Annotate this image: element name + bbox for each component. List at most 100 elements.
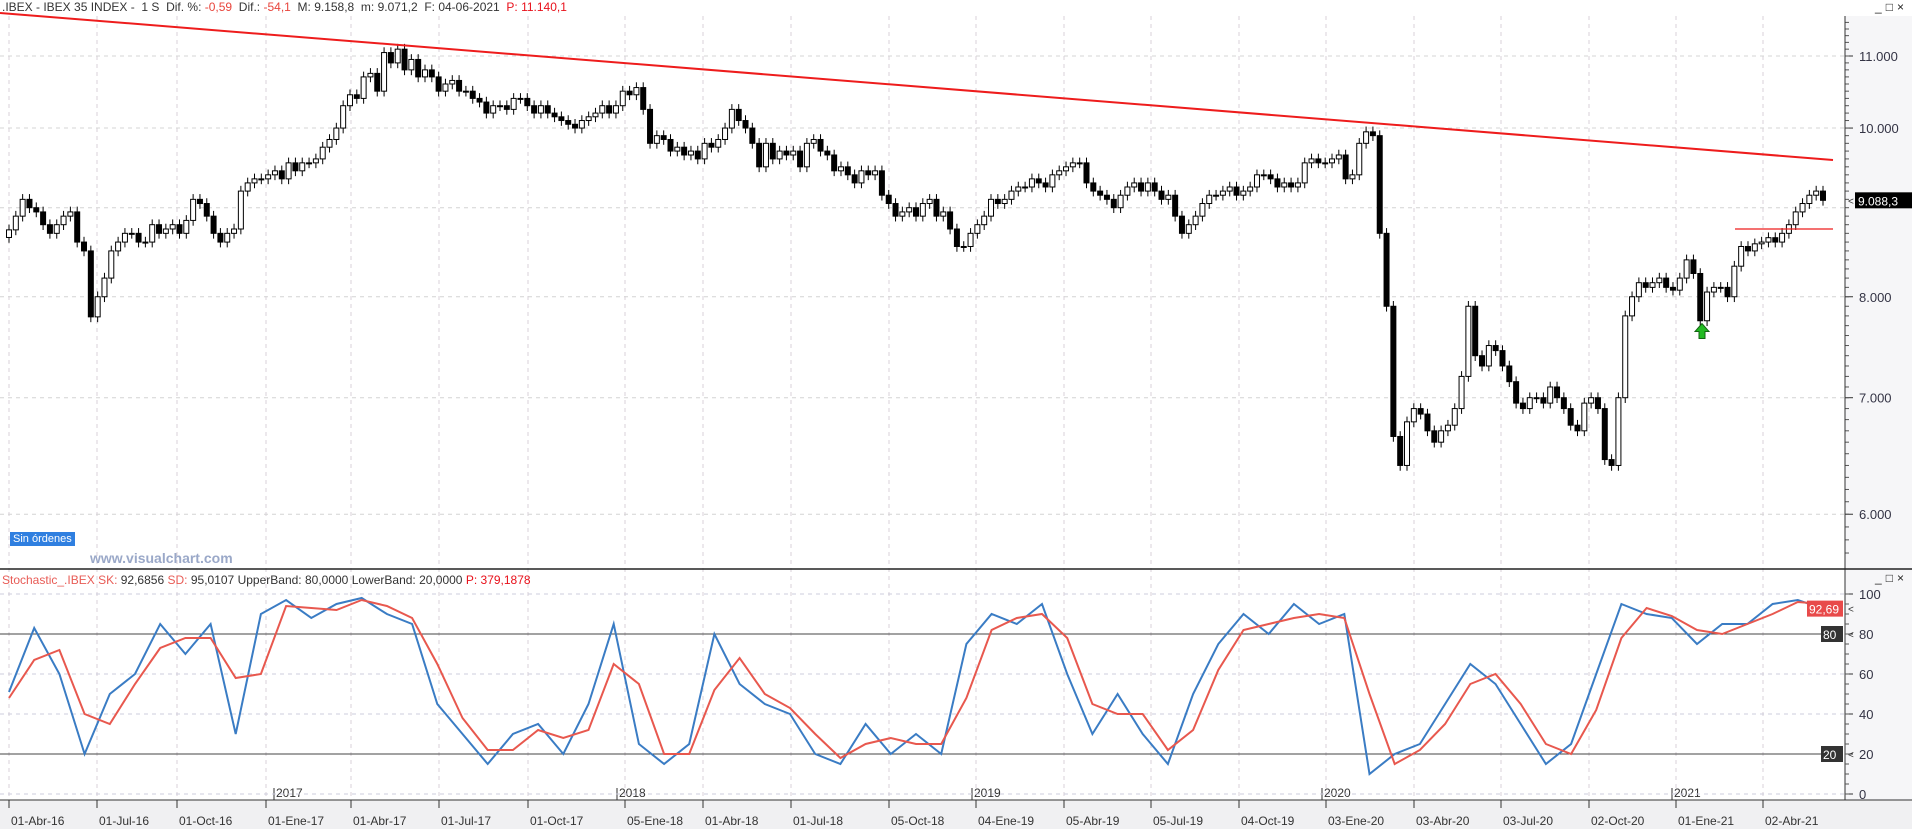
candle-body — [224, 232, 231, 243]
candle — [865, 165, 872, 181]
candle — [1131, 177, 1138, 193]
maximize-button[interactable]: □ — [1885, 571, 1897, 585]
candle-body — [1744, 245, 1751, 252]
close-button[interactable]: × — [1896, 0, 1908, 14]
candle — [278, 165, 285, 185]
candle — [960, 241, 967, 252]
candle — [387, 47, 394, 69]
candle — [1492, 340, 1499, 356]
candle — [1008, 185, 1015, 205]
upper-band-tag: 80 — [1823, 628, 1837, 642]
candle — [1717, 282, 1724, 293]
minimize-button[interactable]: _ — [1875, 571, 1886, 585]
candle — [60, 210, 67, 231]
candle-body — [1560, 397, 1567, 410]
candle — [1581, 397, 1588, 437]
candle — [681, 141, 688, 161]
close-button[interactable]: × — [1896, 571, 1908, 585]
candle — [46, 219, 53, 239]
candle — [449, 75, 456, 90]
candle — [1083, 157, 1090, 189]
candle — [285, 157, 292, 185]
candle — [810, 134, 817, 149]
candle-body — [687, 150, 694, 156]
candle — [1533, 392, 1540, 404]
y-tick-label: 11.000 — [1859, 49, 1898, 64]
candle-body — [1069, 162, 1076, 168]
candle-body — [1028, 178, 1035, 188]
candle-body — [1158, 190, 1165, 200]
candle — [1410, 403, 1417, 428]
candle — [319, 141, 326, 165]
candle-body — [572, 123, 579, 129]
candle-body — [1042, 182, 1049, 188]
candle — [121, 228, 128, 248]
candle — [360, 71, 367, 104]
candle — [940, 206, 947, 222]
minimize-button[interactable]: _ — [1875, 0, 1886, 14]
candle — [128, 228, 135, 239]
candle-body — [1519, 402, 1526, 410]
candle — [776, 145, 783, 165]
candle-body — [149, 224, 156, 243]
candle — [271, 165, 278, 181]
candle — [421, 64, 428, 83]
candle-body — [565, 120, 572, 125]
candle — [633, 82, 640, 101]
candle — [115, 236, 122, 257]
candle-body — [1308, 158, 1315, 164]
candle-body — [353, 94, 360, 99]
candle — [913, 202, 919, 222]
candle-body — [1717, 286, 1724, 289]
x-tick-label: 05-Oct-18 — [891, 814, 945, 828]
candle — [1158, 185, 1165, 205]
candle — [906, 202, 913, 218]
stoch-y-tick-label: 0 — [1859, 787, 1866, 802]
candle — [483, 96, 490, 119]
candle — [988, 194, 995, 222]
candle-body — [878, 170, 885, 196]
candle-body — [156, 224, 163, 234]
candle — [797, 145, 804, 173]
price-chart-header: .IBEX - IBEX 35 INDEX - 1 S Dif. %: -0,5… — [0, 0, 567, 16]
candle — [1063, 161, 1070, 177]
candle-body — [735, 108, 742, 122]
candle — [101, 272, 108, 303]
candle-body — [1233, 186, 1240, 196]
last-price-label: 9.088,3 — [1858, 194, 1898, 208]
candle — [537, 100, 544, 119]
candle — [190, 194, 197, 226]
dif-value: -54,1 — [263, 0, 291, 14]
candle-body — [1438, 430, 1445, 443]
sd-label: SD: — [167, 573, 188, 587]
candle-body — [1363, 131, 1370, 144]
dif-pct-label: Dif. %: — [166, 0, 202, 14]
candle-body — [619, 90, 626, 107]
candle-body — [742, 120, 749, 129]
candle-body — [12, 215, 19, 231]
candle — [1622, 310, 1629, 404]
candle-body — [183, 219, 190, 234]
candle — [837, 161, 844, 177]
candle — [1233, 181, 1240, 201]
y-tick-label: 8.000 — [1859, 290, 1892, 305]
candle — [783, 145, 790, 161]
candle — [1328, 153, 1335, 169]
candle-body — [1574, 424, 1581, 432]
orders-badge[interactable]: Sin órdenes — [10, 532, 75, 546]
stoch-y-tick-label: 40 — [1859, 707, 1873, 722]
year-label: 2020 — [1324, 786, 1351, 800]
candle-body — [606, 105, 613, 114]
candle-body — [837, 166, 844, 172]
maximize-button[interactable]: □ — [1885, 0, 1897, 14]
candle-body — [217, 232, 224, 243]
candle — [742, 115, 749, 134]
candle-body — [585, 116, 592, 122]
x-tick-label: 03-Jul-20 — [1503, 814, 1553, 828]
max-label: M: — [297, 0, 311, 14]
candle — [1485, 340, 1492, 372]
candle — [803, 138, 810, 173]
candle — [1465, 300, 1472, 382]
candle-body — [46, 224, 53, 234]
